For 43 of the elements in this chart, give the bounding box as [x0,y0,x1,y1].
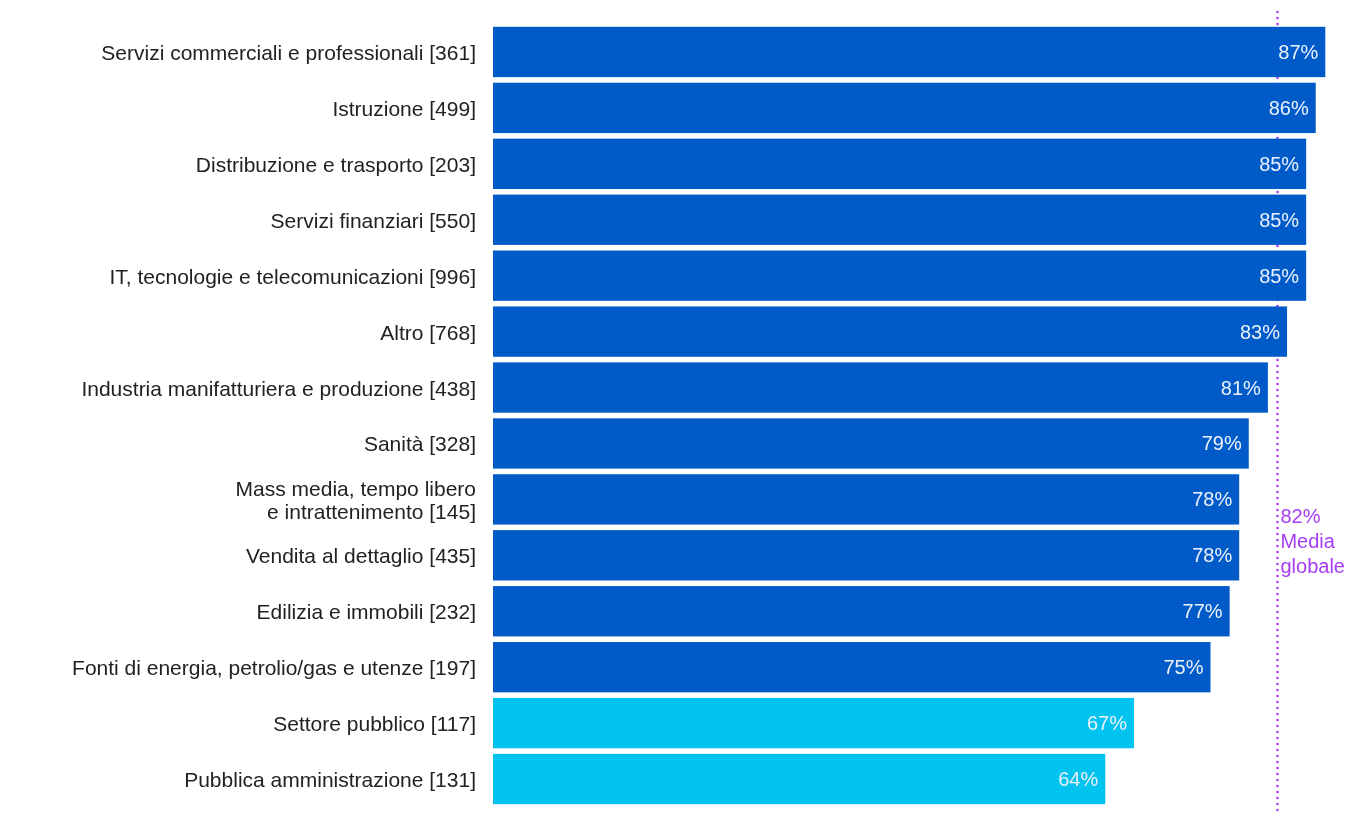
ref-line-label: 82% Media globale [1280,505,1345,577]
y-tick-label: Servizi commerciali e professionali [361] [101,40,476,64]
y-tick-label: Istruzione [499] [332,96,476,120]
y-tick-label: Settore pubblico [117] [273,711,476,735]
y-tick-label: Edilizia e immobili [232] [256,599,476,623]
y-tick-label: Sanità [328] [363,431,476,455]
data-label: 85% [1259,152,1300,175]
data-label: 79% [1201,432,1242,455]
data-label: 64% [1058,768,1099,791]
bar [493,753,1106,805]
bar [493,586,1230,637]
bar [493,82,1316,134]
y-tick-label: Distribuzione e trasporto [203] [195,152,476,176]
bar [493,306,1288,357]
y-tick-label: Industria manifatturiera e produzione [438] [81,376,476,400]
y-tick-label: Vendita al dettaglio [435] [245,543,476,567]
y-tick-label: Pubblica amministrazione [131] [184,767,476,791]
data-label: 85% [1259,264,1300,287]
y-tick-label: Mass media, tempo libero e intrattenimento [145] [235,476,476,523]
bar [493,474,1240,525]
data-label: 78% [1192,544,1233,567]
bar [493,530,1240,581]
bar [493,138,1307,189]
data-label: 86% [1268,96,1309,119]
bar [493,418,1249,469]
data-label: 77% [1182,600,1223,623]
data-label: 78% [1192,488,1233,511]
data-label: 83% [1240,320,1281,343]
bar [493,194,1307,245]
bar [493,250,1307,301]
y-tick-label: Altro [768] [380,320,476,344]
data-label: 85% [1259,208,1300,231]
data-label: 81% [1220,376,1262,399]
y-tick-label: IT, tecnologie e telecomunicazioni [996] [109,264,476,288]
data-label: 67% [1086,712,1128,735]
data-label: 87% [1278,40,1319,63]
bar [493,697,1134,749]
y-tick-label: Fonti di energia, petrolio/gas e utenze [197] [72,655,476,679]
y-tick-label: Servizi finanziari [550] [270,208,476,232]
bar [493,642,1211,693]
bar [493,26,1326,78]
bar [493,362,1268,413]
data-label: 75% [1163,656,1204,679]
